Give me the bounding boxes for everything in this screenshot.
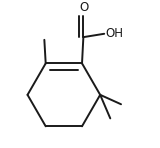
Text: O: O [79,1,89,14]
Text: OH: OH [105,27,123,40]
